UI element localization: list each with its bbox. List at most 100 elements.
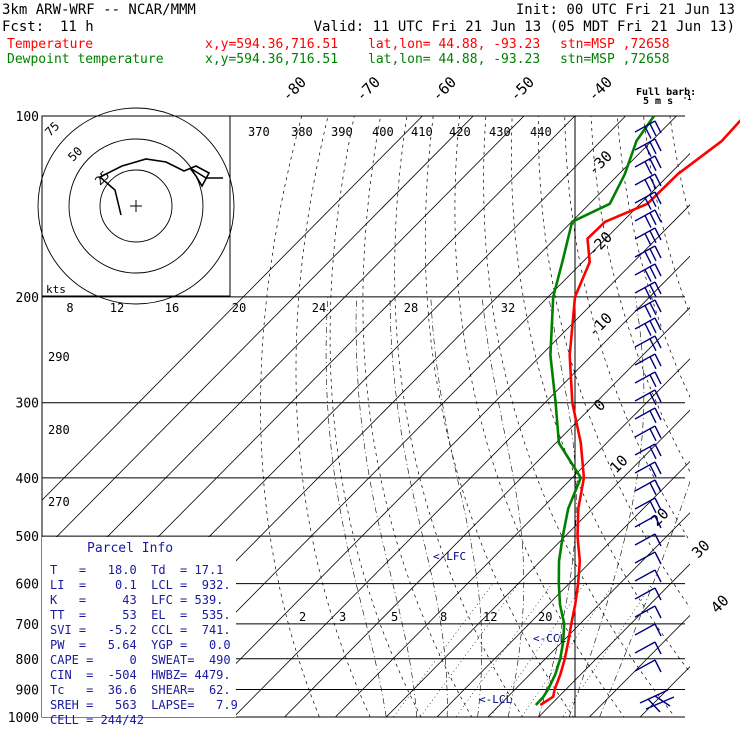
isotherm-line bbox=[436, 460, 690, 717]
wind-barb-staff bbox=[634, 281, 656, 294]
mixing-ratio-label: 8 bbox=[440, 610, 447, 624]
moist-adiabat-line bbox=[538, 296, 577, 717]
wind-barb-staff bbox=[634, 641, 656, 654]
wind-barb-flag bbox=[649, 356, 657, 370]
wind-barb-flag bbox=[649, 230, 657, 244]
moist-adiabat-line bbox=[481, 296, 525, 717]
wind-barb bbox=[634, 425, 662, 442]
wind-barb-staff bbox=[634, 245, 656, 258]
isotherm-line bbox=[42, 116, 474, 553]
wind-barb-flag bbox=[654, 569, 662, 583]
wind-barb-staff bbox=[634, 155, 656, 168]
pressure-tick-label: 200 bbox=[16, 291, 39, 306]
dry-adiabat-line bbox=[483, 116, 676, 717]
parcel-info-row: SVI = -5.2 CCL = 741. bbox=[50, 623, 231, 637]
parcel-info-row: SREH = 563 LAPSE= 7.9 bbox=[50, 698, 238, 712]
dry-adiabat-line bbox=[669, 116, 690, 219]
model-title: 3km ARW-WRF -- NCAR/MMM bbox=[2, 2, 196, 18]
wind-barb bbox=[634, 317, 662, 336]
temperature-station: stn=MSP ,72658 bbox=[560, 37, 670, 52]
dry-adiabat-line bbox=[424, 116, 574, 717]
hodograph-axis-tick: 24 bbox=[312, 301, 326, 315]
parcel-info-row: CELL = 244/42 bbox=[50, 713, 144, 727]
wind-barb-flag bbox=[649, 284, 657, 298]
wind-barb bbox=[634, 659, 662, 673]
isotherm-label: -60 bbox=[428, 73, 460, 105]
wind-barb bbox=[634, 497, 662, 514]
wind-barb-flag bbox=[654, 173, 662, 187]
pressure-tick-label: 600 bbox=[16, 578, 39, 593]
isotherm-line bbox=[678, 116, 740, 730]
wind-barb-flag bbox=[649, 446, 657, 460]
wind-barb-flag bbox=[649, 320, 657, 334]
wind-barb-staff bbox=[634, 497, 656, 510]
temperature-legend: Temperature bbox=[7, 37, 93, 52]
pressure-tick-label: 100 bbox=[16, 110, 39, 125]
wind-barb bbox=[634, 569, 662, 583]
forecast-hours: 11 h bbox=[60, 19, 94, 35]
mixing-ratio-label: 5 bbox=[391, 610, 398, 624]
hodograph-axis-tick: 16 bbox=[165, 301, 179, 315]
hodograph-ring bbox=[99, 169, 173, 243]
isotherm-line bbox=[42, 116, 525, 604]
theta-label: 380 bbox=[291, 125, 313, 139]
parcel-info-row: PW = 5.64 YGP = 0.0 bbox=[50, 638, 231, 652]
hodograph-axis-tick: 12 bbox=[110, 301, 124, 315]
hodograph-axis-tick: 8 bbox=[66, 301, 73, 315]
barb-key-exponent: -1 bbox=[683, 94, 691, 102]
hodograph-ring bbox=[68, 138, 204, 274]
pressure-tick-label: 1000 bbox=[8, 711, 39, 726]
wind-barb-surface bbox=[639, 689, 675, 713]
theta-label: 420 bbox=[449, 125, 471, 139]
wind-barb-flag bbox=[644, 269, 652, 282]
wind-barb-staff bbox=[634, 461, 656, 474]
parcel-info-row: T = 18.0 Td = 17.1 bbox=[50, 563, 223, 577]
chart-marks: <-LFC <-CCL <-LCL bbox=[433, 115, 740, 713]
wind-barb-flag bbox=[654, 245, 662, 259]
wind-barb-flag bbox=[649, 176, 657, 190]
temperature-xy: x,y=594.36,716.51 bbox=[205, 37, 338, 52]
isotherm-label: -30 bbox=[584, 147, 616, 179]
parcel-info-row: TT = 53 EL = 535. bbox=[50, 608, 231, 622]
mixing-ratio-label: 2 bbox=[299, 610, 306, 624]
mixing-ratio-line bbox=[455, 583, 553, 717]
pressure-tick-label: 500 bbox=[16, 530, 39, 545]
wind-barb-flag bbox=[654, 425, 662, 439]
theta-label: 410 bbox=[411, 125, 433, 139]
wind-barb-flag bbox=[654, 641, 662, 655]
wind-barb-staff bbox=[634, 425, 656, 438]
wind-barb-flag bbox=[644, 179, 652, 192]
isotherm-label: -50 bbox=[506, 73, 538, 105]
wind-barb-staff bbox=[634, 587, 656, 600]
pressure-tick-label: 800 bbox=[16, 653, 39, 668]
parcel-info-row: K = 43 LFC = 539. bbox=[50, 593, 223, 607]
wind-barb-flag bbox=[654, 138, 662, 152]
wind-barb-staff bbox=[634, 120, 656, 133]
mixing-ratio-line bbox=[521, 583, 615, 717]
wind-barb-flag bbox=[654, 353, 662, 367]
wind-barb bbox=[634, 461, 662, 478]
isotherm-line bbox=[385, 409, 690, 717]
wind-barb-staff bbox=[634, 569, 656, 582]
wind-barb-flag bbox=[644, 233, 652, 246]
moist-adiabat-line bbox=[325, 296, 387, 717]
isotherm-line bbox=[588, 614, 690, 717]
hodograph-axis-tick: 32 bbox=[501, 301, 515, 315]
isotherm-label: -70 bbox=[352, 73, 384, 105]
wind-barb-staff bbox=[634, 353, 656, 366]
wind-barb bbox=[634, 245, 662, 264]
mixing-ratio-line bbox=[393, 583, 494, 717]
wind-barb-flag bbox=[644, 305, 652, 318]
theta-label: 290 bbox=[48, 350, 70, 364]
wind-barb bbox=[634, 209, 662, 228]
wind-barb bbox=[634, 173, 662, 192]
wind-barb bbox=[634, 623, 662, 637]
barb-key: Full barb: 5 m s -1 bbox=[636, 87, 696, 107]
lcl-marker: <-LCL bbox=[479, 693, 512, 706]
wind-barb-flag bbox=[649, 338, 657, 352]
wind-barb-staff bbox=[634, 138, 656, 151]
mixing-ratio-line bbox=[419, 583, 519, 717]
wind-barb-flag bbox=[654, 497, 662, 511]
wind-barb-flag bbox=[649, 500, 657, 514]
wind-barb-flag bbox=[654, 605, 662, 619]
